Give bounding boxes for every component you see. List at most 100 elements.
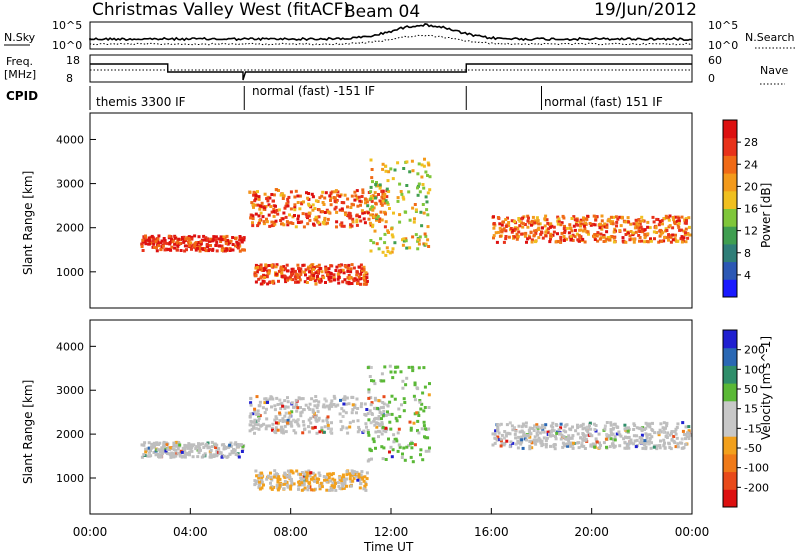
heatmap-cell — [427, 449, 431, 453]
heatmap-cell — [298, 482, 302, 486]
heatmap-cell — [249, 401, 253, 405]
heatmap-cell — [386, 410, 389, 414]
heatmap-cell — [275, 208, 279, 212]
heatmap-cell — [330, 399, 334, 403]
heatmap-cell — [237, 455, 241, 459]
heatmap-cell — [350, 224, 354, 228]
heatmap-cell — [395, 439, 399, 443]
heatmap-cell — [295, 409, 299, 413]
heatmap-cell — [358, 486, 362, 490]
heatmap-cell — [333, 478, 337, 482]
heatmap-cell — [621, 236, 625, 240]
heatmap-cell — [623, 423, 627, 427]
heatmap-cell — [380, 372, 384, 376]
heatmap-cell — [268, 196, 272, 200]
heatmap-cell — [355, 220, 359, 224]
heatmap-cell — [389, 370, 393, 374]
heatmap-cell — [193, 244, 197, 248]
heatmap-cell — [283, 406, 287, 410]
heatmap-cell — [574, 429, 578, 433]
heatmap-cell — [273, 473, 277, 477]
heatmap-cell — [359, 482, 363, 486]
heatmap-cell — [198, 249, 202, 253]
power-colorbar-label: Power [dB] — [759, 183, 773, 248]
noise-search-line — [89, 34, 693, 46]
heatmap-cell — [671, 233, 675, 237]
heatmap-cell — [507, 432, 511, 435]
heatmap-cell — [251, 224, 255, 228]
heatmap-cell — [241, 448, 245, 451]
heatmap-cell — [323, 211, 327, 214]
heatmap-cell — [294, 398, 298, 402]
heatmap-cell — [384, 253, 388, 257]
heatmap-cell — [552, 429, 556, 433]
heatmap-cell — [374, 183, 378, 186]
heatmap-cell — [159, 455, 163, 459]
heatmap-cell — [596, 239, 600, 243]
heatmap-cell — [350, 263, 354, 267]
heatmap-cell — [391, 177, 395, 181]
heatmap-cell — [322, 475, 326, 478]
heatmap-cell — [180, 450, 184, 454]
heatmap-cell — [331, 481, 335, 485]
heatmap-cell — [300, 488, 304, 492]
heatmap-cell — [338, 477, 342, 481]
heatmap-cell — [317, 477, 321, 481]
heatmap-cell — [341, 268, 345, 272]
heatmap-cell — [632, 442, 636, 446]
heatmap-cell — [369, 421, 373, 425]
heatmap-cell — [287, 416, 291, 420]
heatmap-cell — [411, 206, 415, 210]
heatmap-cell — [534, 425, 538, 429]
x-tick-label: 16:00 — [474, 525, 509, 539]
heatmap-cell — [354, 194, 358, 198]
heatmap-cell — [196, 241, 200, 244]
heatmap-cell — [602, 235, 606, 239]
heatmap-cell — [375, 181, 378, 184]
heatmap-cell — [155, 246, 158, 250]
heatmap-cell — [688, 233, 692, 237]
heatmap-cell — [492, 234, 496, 238]
heatmap-cell — [176, 244, 180, 248]
heatmap-cell — [265, 217, 268, 221]
heatmap-cell — [356, 430, 360, 434]
heatmap-cell — [267, 474, 270, 478]
heatmap-cell — [340, 207, 344, 211]
heatmap-cell — [255, 474, 259, 478]
heatmap-cell — [353, 190, 357, 194]
heatmap-cell — [278, 411, 282, 415]
heatmap-cell — [316, 403, 320, 407]
heatmap-cell — [305, 479, 309, 483]
heatmap-cell — [346, 205, 349, 209]
heatmap-cell — [147, 454, 151, 458]
heatmap-cell — [498, 423, 501, 427]
heatmap-cell — [537, 222, 541, 226]
heatmap-cell — [525, 434, 529, 437]
heatmap-cell — [366, 459, 370, 463]
heatmap-cell — [680, 240, 684, 244]
heatmap-cell — [410, 446, 414, 450]
heatmap-cell — [279, 219, 283, 222]
heatmap-cell — [606, 236, 610, 239]
heatmap-cell — [632, 222, 636, 226]
heatmap-cell — [293, 206, 297, 209]
heatmap-cell — [557, 217, 561, 221]
colorbar-tick-label: -100 — [744, 462, 769, 475]
heatmap-cell — [661, 222, 664, 226]
heatmap-cell — [228, 452, 232, 456]
heatmap-cell — [270, 426, 274, 430]
heatmap-cell — [495, 438, 499, 442]
heatmap-cell — [265, 424, 269, 428]
heatmap-cell — [377, 399, 381, 403]
heatmap-cell — [305, 474, 309, 478]
heatmap-cell — [250, 201, 254, 205]
heatmap-cell — [493, 432, 497, 436]
heatmap-cell — [549, 434, 553, 438]
heatmap-cell — [398, 445, 402, 449]
heatmap-cell — [140, 455, 144, 459]
heatmap-cell — [338, 208, 342, 212]
heatmap-cell — [253, 431, 256, 435]
heatmap-cell — [296, 280, 300, 284]
heatmap-cell — [198, 247, 202, 251]
heatmap-cell — [255, 412, 259, 416]
